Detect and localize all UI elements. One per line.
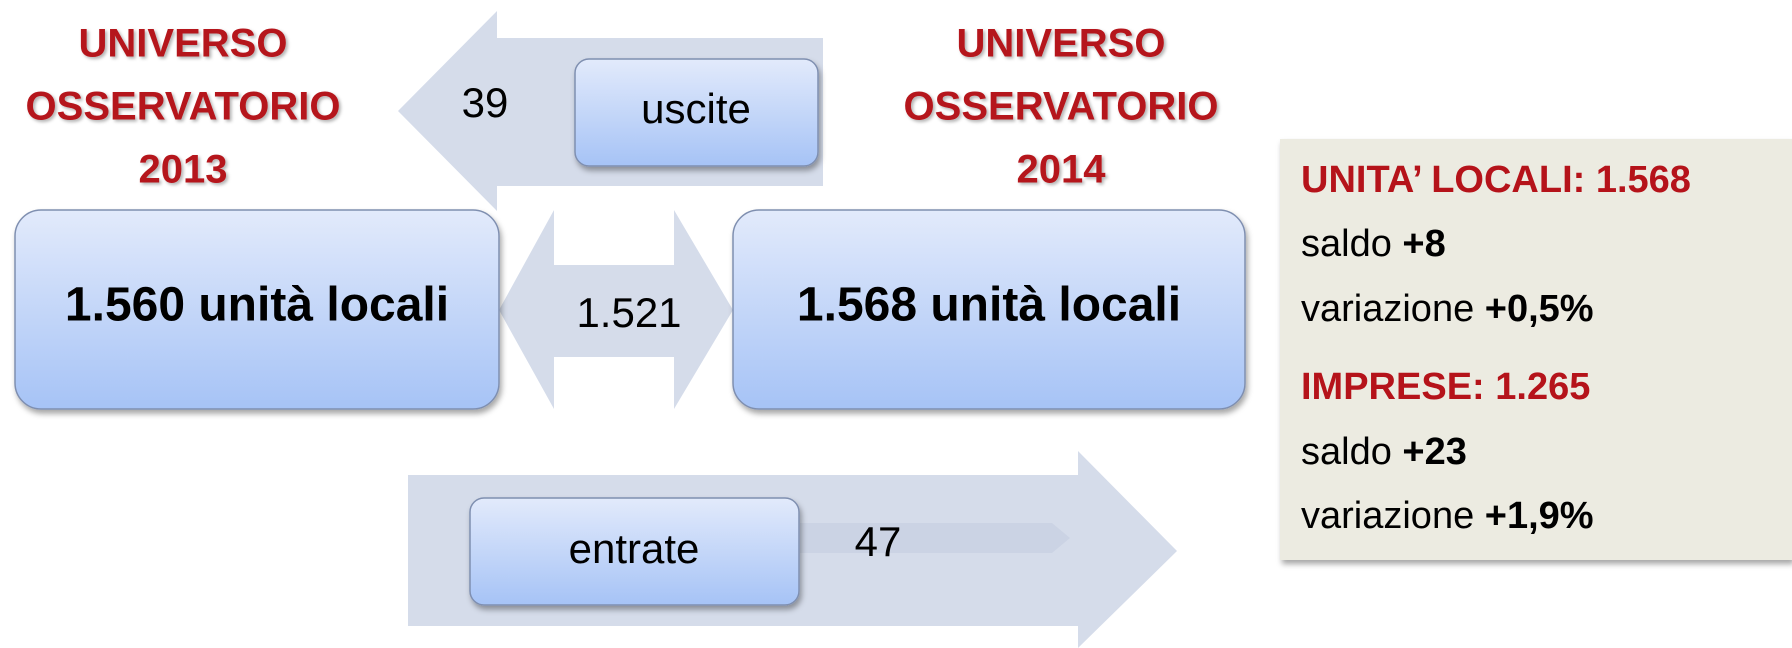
- left-box-label: 1.560 unità locali: [65, 279, 449, 332]
- summary-line: variazione +1,9%: [1301, 495, 1594, 537]
- stay-arrow: [499, 210, 733, 409]
- summary-title: UNITA’ LOCALI: 1.568: [1301, 159, 1691, 201]
- exit-count: 39: [462, 79, 509, 126]
- heading-line: 2013: [139, 148, 228, 192]
- right-box-label: 1.568 unità locali: [797, 279, 1181, 332]
- exit-box: [574, 58, 819, 167]
- heading-line: UNIVERSO: [79, 22, 288, 66]
- summary-panel: [1280, 139, 1792, 560]
- summary-line: saldo +8: [1301, 223, 1446, 265]
- summary-line: variazione +0,5%: [1301, 288, 1594, 330]
- stay-count: 1.521: [576, 289, 681, 336]
- left-box: [14, 209, 500, 410]
- entry-count: 47: [855, 518, 902, 565]
- heading-line: OSSERVATORIO: [26, 85, 341, 129]
- heading-line: UNIVERSO: [957, 22, 1166, 66]
- summary-title: IMPRESE: 1.265: [1301, 366, 1590, 408]
- heading-line: OSSERVATORIO: [904, 85, 1219, 129]
- entry-inner-arrow: [800, 523, 1070, 553]
- heading-line: 2014: [1017, 148, 1107, 192]
- exit-label: uscite: [641, 85, 751, 132]
- entry-box: [469, 497, 800, 606]
- right-box: [732, 209, 1246, 410]
- summary-line: saldo +23: [1301, 431, 1467, 473]
- entry-label: entrate: [569, 525, 700, 572]
